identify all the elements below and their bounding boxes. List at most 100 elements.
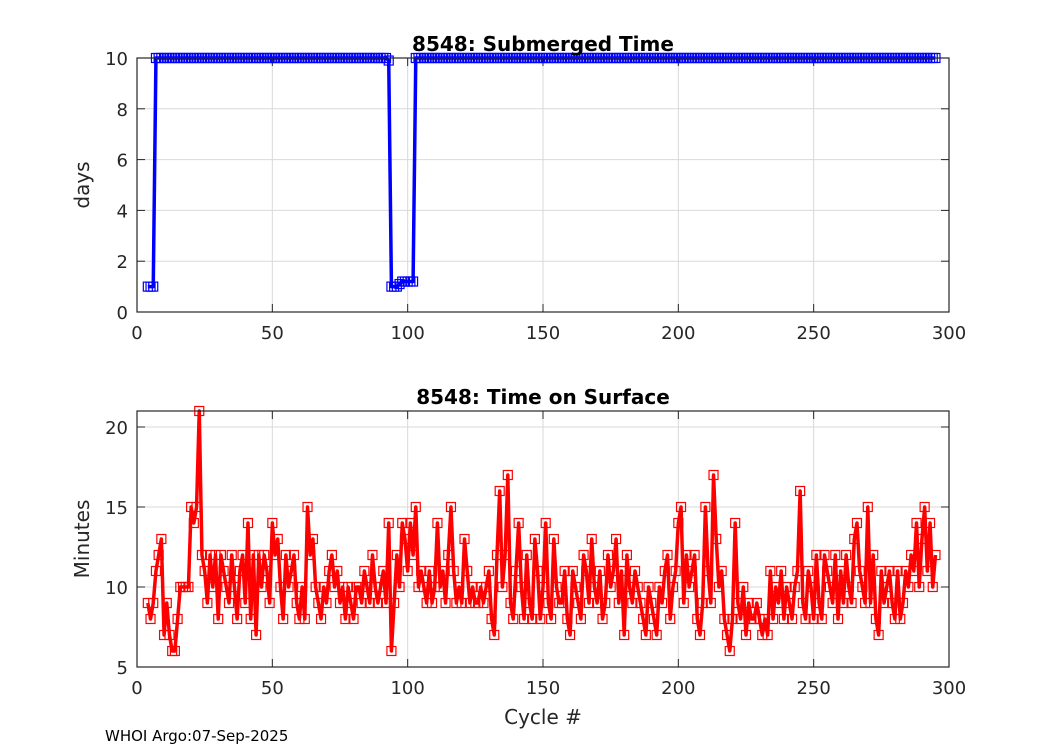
data-point-marker <box>445 501 457 513</box>
data-point-marker <box>678 597 689 609</box>
x-tick-label: 0 <box>131 323 142 344</box>
data-point-marker <box>343 581 354 593</box>
data-point-marker <box>462 565 473 577</box>
data-point-marker <box>148 597 159 609</box>
data-point-marker <box>359 565 370 577</box>
data-point-marker <box>684 581 695 593</box>
data-point-marker <box>605 581 616 593</box>
y-tick-label: 6 <box>117 151 128 172</box>
data-point-marker <box>283 581 294 593</box>
data-point-marker <box>272 533 283 545</box>
data-point-marker <box>413 581 424 593</box>
x-tick-label: 50 <box>261 323 284 344</box>
data-point-marker <box>610 533 622 545</box>
data-point-marker <box>700 501 711 513</box>
data-point-marker <box>640 629 651 641</box>
data-point-marker <box>500 549 511 561</box>
data-point-marker <box>424 565 435 577</box>
data-point-marker <box>213 613 224 625</box>
data-point-marker <box>478 597 489 609</box>
y-tick-label: 0 <box>117 303 128 324</box>
data-point-marker <box>770 581 781 593</box>
data-point-marker <box>859 597 871 609</box>
data-point-marker <box>324 565 335 577</box>
data-point-marker <box>792 565 803 577</box>
data-point-marker <box>613 597 624 609</box>
data-point-marker <box>573 597 584 609</box>
data-point-marker <box>765 565 776 577</box>
data-point-marker <box>426 597 438 609</box>
data-point-marker <box>494 485 505 497</box>
data-point-marker <box>380 597 392 609</box>
data-point-marker <box>532 565 543 577</box>
data-point-marker <box>529 533 540 545</box>
data-point-marker <box>862 501 873 513</box>
data-point-marker <box>705 597 716 609</box>
data-point-marker <box>816 613 827 625</box>
data-point-marker <box>781 581 792 593</box>
data-point-marker <box>383 517 394 529</box>
data-point-marker <box>846 597 857 609</box>
y-tick-label: 4 <box>117 201 128 222</box>
data-point-marker <box>838 597 849 609</box>
chart-title: 8548: Time on Surface <box>416 385 670 409</box>
data-point-marker <box>505 597 516 609</box>
data-point-marker <box>291 597 302 609</box>
data-point-marker <box>689 549 700 561</box>
x-axis-label: Cycle # <box>504 705 582 729</box>
data-point-marker <box>757 629 768 641</box>
data-point-marker <box>754 613 765 625</box>
data-point-marker <box>188 517 199 529</box>
data-point-marker <box>337 581 348 593</box>
data-point-marker <box>854 565 865 577</box>
data-point-marker <box>378 565 389 577</box>
data-point-marker <box>911 517 922 529</box>
data-point-marker <box>158 629 170 641</box>
data-point-marker <box>315 613 327 625</box>
data-point-marker <box>922 565 933 577</box>
data-point-marker <box>164 629 175 641</box>
data-point-marker <box>421 597 432 609</box>
data-point-marker <box>407 276 419 287</box>
data-point-marker <box>876 565 887 577</box>
data-point-marker <box>762 629 773 641</box>
data-point-marker <box>451 597 462 609</box>
data-point-marker <box>307 533 319 545</box>
data-point-marker <box>813 597 825 609</box>
data-point-marker <box>345 597 356 609</box>
data-point-marker <box>635 597 646 609</box>
data-point-marker <box>418 581 430 593</box>
data-point-marker <box>740 629 752 641</box>
submerged-time-chart: 0 50 100 150 200 250 300 0 2 4 6 8 10 8548: Submerged… <box>70 32 966 344</box>
data-point-marker <box>453 581 465 593</box>
data-point-marker <box>204 549 216 561</box>
data-point-marker <box>665 613 676 625</box>
data-point-marker <box>919 501 930 513</box>
data-point-marker <box>927 581 938 593</box>
data-point-marker <box>546 613 557 625</box>
data-point-marker <box>367 549 378 561</box>
data-point-marker <box>597 613 608 625</box>
data-point-marker <box>497 581 508 593</box>
data-point-marker <box>784 597 795 609</box>
data-point-marker <box>142 597 153 609</box>
data-point-marker <box>786 613 798 625</box>
data-point-marker <box>575 613 586 625</box>
x-tick-label: 100 <box>390 678 424 699</box>
data-point-marker <box>305 549 316 561</box>
data-point-marker <box>594 565 605 577</box>
data-point-marker <box>675 501 687 513</box>
data-point-marker <box>535 613 546 625</box>
y-tick-label: 10 <box>105 49 128 70</box>
axes-box <box>136 57 950 313</box>
data-point-marker <box>472 597 484 609</box>
data-point-marker <box>602 549 614 561</box>
data-point-marker <box>892 565 903 577</box>
data-point-marker <box>916 533 928 545</box>
x-tick-label: 300 <box>932 678 966 699</box>
data-point-marker <box>673 517 684 529</box>
data-point-marker <box>808 613 819 625</box>
data-point-marker <box>275 581 286 593</box>
x-tick-label: 250 <box>796 678 830 699</box>
